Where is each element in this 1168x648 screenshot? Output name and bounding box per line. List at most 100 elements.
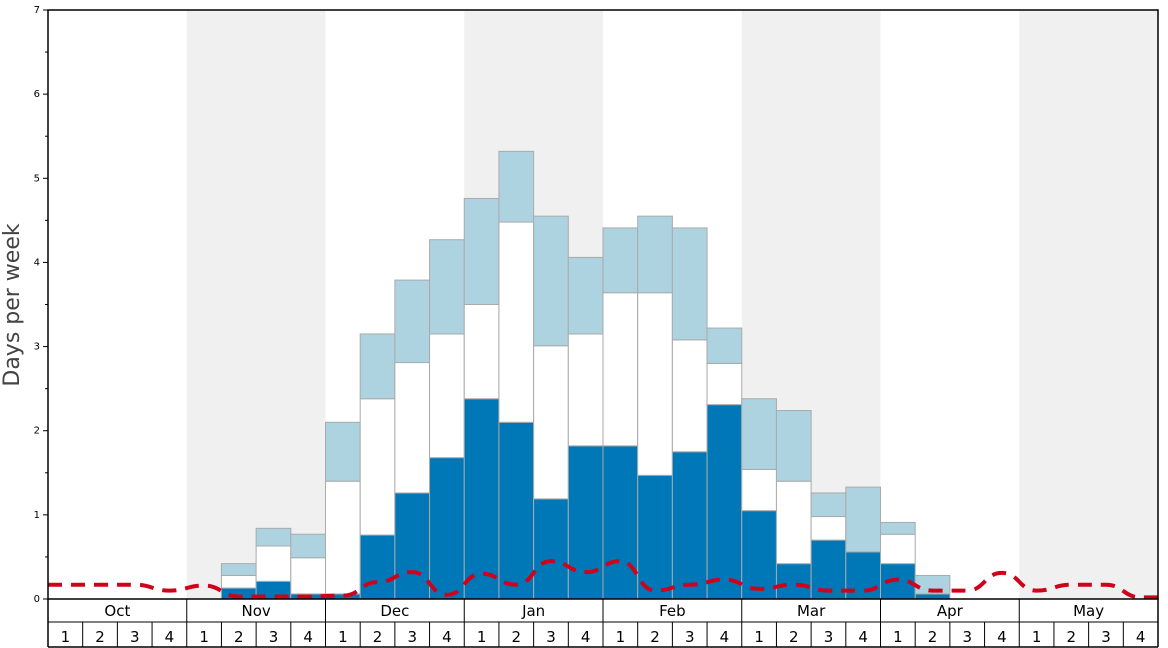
bar-segment-20-2 (741, 398, 777, 470)
week-label: 3 (685, 628, 695, 646)
bar-segment-9-1 (359, 398, 396, 536)
bar-segment-23-2 (845, 486, 881, 553)
bar-segment-20-1 (741, 468, 777, 512)
month-label-jan: Jan (521, 602, 545, 620)
bar-segment-10-0 (394, 492, 431, 600)
bar-segment-17-0 (637, 474, 673, 600)
week-label: 4 (720, 628, 730, 646)
bar-segment-9-0 (359, 534, 396, 600)
week-label: 2 (789, 628, 799, 646)
bar-segment-6-2 (255, 527, 292, 547)
y-tick-label: 7 (34, 5, 40, 16)
bar-segment-10-2 (394, 279, 431, 364)
dashed-line-layer (48, 559, 1158, 600)
bar-segment-5-1 (220, 574, 257, 589)
bar-segment-7-1 (290, 557, 326, 595)
bar-segment-8-1 (325, 480, 361, 595)
week-label: 3 (269, 628, 279, 646)
week-label: 4 (581, 628, 591, 646)
week-label: 1 (1032, 628, 1042, 646)
bar-segment-11-2 (429, 239, 465, 335)
week-label: 1 (754, 628, 764, 646)
y-axis-label: Days per week (0, 223, 25, 386)
week-label: 1 (893, 628, 903, 646)
month-label-mar: Mar (797, 602, 826, 620)
month-label-nov: Nov (241, 602, 270, 620)
week-label: 4 (442, 628, 452, 646)
week-label: 1 (199, 628, 209, 646)
bar-segment-24-1 (880, 533, 916, 565)
bar-segment-18-2 (671, 227, 708, 341)
y-tick-label: 2 (34, 426, 40, 437)
week-label: 3 (962, 628, 972, 646)
y-tick-label: 1 (34, 510, 40, 521)
dashed-line (48, 559, 1158, 600)
month-label-may: May (1073, 602, 1104, 620)
bar-segment-19-1 (706, 362, 743, 406)
bar-segment-11-1 (429, 333, 465, 459)
bar-segment-5-2 (220, 563, 257, 576)
month-label-dec: Dec (380, 602, 409, 620)
bar-segment-16-0 (602, 445, 639, 600)
bar-segment-14-2 (533, 215, 569, 347)
week-label: 3 (407, 628, 417, 646)
week-label: 1 (61, 628, 71, 646)
bar-segment-13-0 (498, 421, 535, 600)
bar-segment-15-1 (567, 333, 604, 447)
bar-segment-14-1 (533, 345, 569, 500)
y-tick-label: 3 (34, 342, 40, 353)
week-label: 1 (477, 628, 487, 646)
week-label: 4 (303, 628, 313, 646)
week-label: 3 (1101, 628, 1111, 646)
week-label: 2 (512, 628, 522, 646)
week-label: 3 (130, 628, 140, 646)
y-tick-label: 0 (34, 594, 40, 605)
bar-segment-21-0 (775, 563, 812, 600)
bar-segment-6-1 (255, 545, 292, 582)
bar-segment-19-0 (706, 404, 743, 600)
week-label: 4 (997, 628, 1007, 646)
month-shade-nov (186, 10, 326, 599)
bar-segment-9-2 (359, 333, 396, 400)
bar-segment-17-2 (637, 215, 673, 294)
bar-segment-15-0 (567, 445, 604, 600)
week-label: 2 (650, 628, 660, 646)
bar-segment-24-2 (880, 521, 916, 535)
bar-segment-21-1 (775, 480, 812, 565)
y-tick-label: 5 (34, 173, 40, 184)
y-tick-label: 4 (34, 257, 40, 268)
bar-segment-13-2 (498, 150, 535, 223)
bar-segment-7-2 (290, 533, 326, 559)
bar-segment-16-1 (602, 292, 639, 447)
bar-segment-12-0 (463, 398, 500, 600)
bar-segment-15-2 (567, 256, 604, 335)
bar-segment-22-2 (810, 492, 847, 518)
week-label: 1 (616, 628, 626, 646)
bar-segment-14-0 (533, 498, 569, 600)
bar-segment-16-2 (602, 227, 639, 294)
month-shade-may (1019, 10, 1158, 599)
week-label: 2 (928, 628, 938, 646)
bar-segment-12-1 (463, 304, 500, 400)
week-label: 2 (234, 628, 244, 646)
month-label-apr: Apr (937, 602, 964, 620)
bar-segment-17-1 (637, 292, 673, 476)
week-label: 4 (858, 628, 868, 646)
bar-segment-21-2 (775, 410, 812, 482)
bar-segment-20-0 (741, 510, 777, 600)
bar-segment-10-1 (394, 362, 431, 494)
week-label: 1 (338, 628, 348, 646)
bar-segment-8-2 (325, 421, 361, 482)
week-label: 4 (1136, 628, 1146, 646)
bar-segment-13-1 (498, 221, 535, 423)
week-label: 3 (546, 628, 556, 646)
bar-segment-12-2 (463, 197, 500, 305)
week-label: 3 (824, 628, 834, 646)
bar-segment-22-1 (810, 516, 847, 541)
month-label-oct: Oct (104, 602, 130, 620)
bar-segment-25-0 (914, 593, 951, 600)
week-label: 2 (373, 628, 383, 646)
bars (220, 150, 951, 600)
week-label: 2 (1067, 628, 1077, 646)
bar-segment-19-2 (706, 327, 743, 364)
